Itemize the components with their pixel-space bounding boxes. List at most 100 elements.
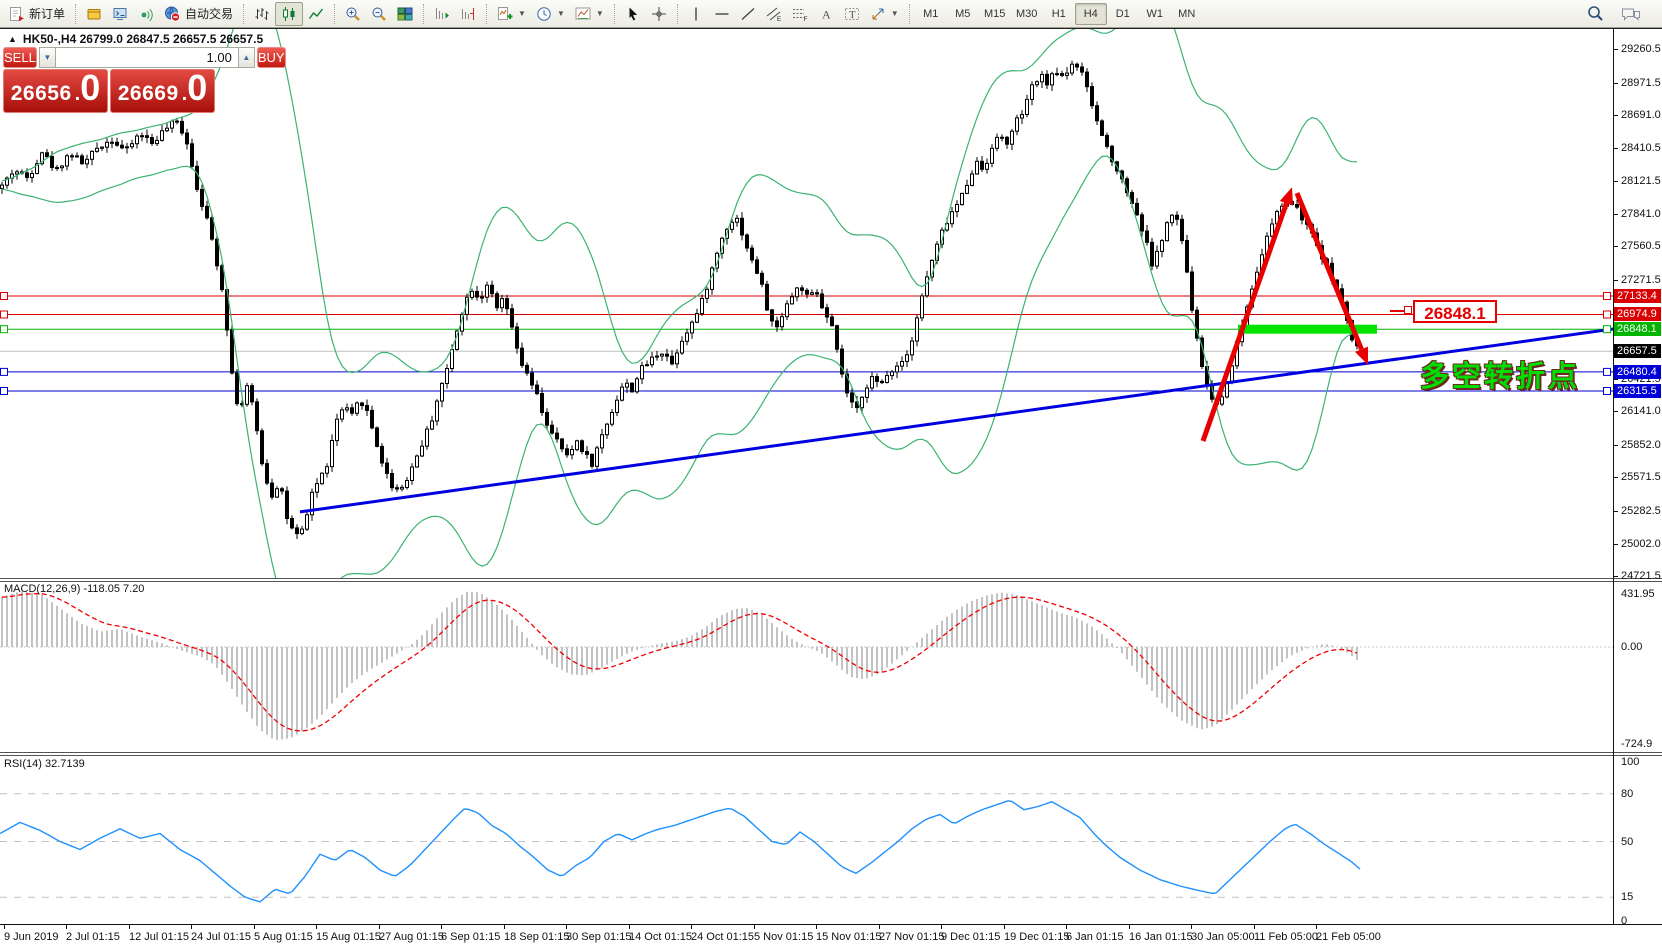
tile-windows-button[interactable] <box>392 3 418 25</box>
timeframe-button-h4[interactable]: H4 <box>1074 2 1107 25</box>
chart-window: 29260.5 28971.5 28691.0 28410.5 28121.5 27841… <box>0 28 1662 947</box>
rsi-axis-tick: 100 <box>1621 756 1640 768</box>
macd-panel[interactable] <box>0 582 1613 752</box>
timeframe-button-mn[interactable]: MN <box>1178 7 1196 20</box>
price-chart[interactable] <box>0 29 1613 578</box>
equidistant-channel-button[interactable]: E <box>761 3 787 25</box>
trendline-icon <box>741 7 755 20</box>
timeframe-button-d1[interactable]: D1 <box>1115 7 1130 20</box>
bar-chart-button[interactable] <box>249 3 275 25</box>
search-button[interactable] <box>1582 3 1608 25</box>
price-tick-label: 28410.5 <box>1621 142 1661 154</box>
auto-trading-button[interactable]: 自动交易 <box>159 3 238 25</box>
indicators-button[interactable]: ▼ <box>492 3 531 25</box>
trendline-button[interactable] <box>735 3 761 25</box>
zoom-out-button[interactable] <box>366 3 392 25</box>
auto-scroll-button[interactable] <box>429 3 455 25</box>
dropdown-caret: ▼ <box>595 9 604 18</box>
cursor-button[interactable] <box>620 3 646 25</box>
sell-price-button[interactable]: 26656. 0 <box>3 69 108 113</box>
signals-button[interactable] <box>133 3 159 25</box>
vertical-line-icon <box>695 7 697 20</box>
arrow-down-icon: ▼ <box>43 53 52 62</box>
new-order-label: 新订单 <box>29 7 66 21</box>
price-tick-mark <box>1613 214 1618 215</box>
chart-shift-icon <box>462 7 475 20</box>
turning-point-annotation[interactable]: 多空转折点 <box>1420 361 1581 393</box>
one-click-trade-panel: SELL ▼ ▲ BUY 26656.0 26669.0 <box>3 47 286 113</box>
time-tick-label: 14 Oct 01:15 <box>629 931 692 943</box>
templates-button[interactable]: ▼ <box>570 3 609 25</box>
price-tick-label: 27841.0 <box>1621 208 1661 220</box>
search-icon <box>1587 6 1603 21</box>
macd-axis-bottom: -724.9 <box>1621 738 1653 750</box>
volume-input[interactable] <box>55 47 238 68</box>
time-tick-label: 21 Feb 05:00 <box>1316 931 1381 943</box>
time-tick-mark <box>441 925 442 929</box>
fibonacci-button[interactable]: F <box>787 3 813 25</box>
time-tick-label: 6 Jan 01:15 <box>1066 931 1124 943</box>
volume-up-button[interactable]: ▲ <box>237 47 255 68</box>
chart-shift-button[interactable] <box>455 3 481 25</box>
panel-splitter[interactable] <box>0 578 1662 582</box>
text-label-button[interactable]: T <box>839 3 865 25</box>
tile-windows-icon <box>397 7 413 20</box>
rsi-axis-tick: 80 <box>1621 788 1634 800</box>
buy-button[interactable]: BUY <box>256 47 286 68</box>
volume-control: ▼ ▲ <box>38 47 255 68</box>
volume-down-button[interactable]: ▼ <box>38 47 56 68</box>
time-tick-label: 19 Dec 01:15 <box>1004 931 1070 943</box>
sell-price-pips: 0 <box>80 67 101 108</box>
text-label-icon: T <box>844 7 859 21</box>
time-tick-mark <box>1004 925 1005 929</box>
price-tick-label: 25282.5 <box>1621 505 1661 517</box>
periods-button[interactable]: ▼ <box>531 3 570 25</box>
sell-price-int: 26656 <box>10 82 72 105</box>
price-line-label: 26848.1 <box>1614 322 1661 336</box>
vertical-line-button[interactable] <box>683 3 709 25</box>
sell-button[interactable]: SELL <box>3 47 37 68</box>
time-tick-label: 5 Nov 01:15 <box>754 931 814 943</box>
horizontal-line-button[interactable] <box>709 3 735 25</box>
dropdown-caret: ▼ <box>890 9 899 18</box>
buy-price-pips: 0 <box>187 67 208 108</box>
timeframe-button-m15[interactable]: M15 <box>984 7 1006 20</box>
chat-button[interactable] <box>1618 3 1644 25</box>
time-tick-mark <box>941 925 942 929</box>
price-callout-box[interactable]: 26848.1 <box>1413 300 1497 323</box>
zoom-in-button[interactable] <box>340 3 366 25</box>
panel-splitter[interactable] <box>0 752 1662 756</box>
time-tick-label: 18 Sep 01:15 <box>504 931 570 943</box>
time-axis[interactable]: 9 Jun 2019 2 Jul 01:15 12 Jul 01:15 24 Jul … <box>0 924 1662 947</box>
time-tick-mark <box>1129 925 1130 929</box>
metaeditor-button[interactable] <box>107 3 133 25</box>
history-center-button[interactable] <box>81 3 107 25</box>
crosshair-button[interactable] <box>646 3 672 25</box>
price-box-anchor[interactable] <box>1404 306 1412 314</box>
time-tick-mark <box>1316 925 1317 929</box>
text-button[interactable]: A <box>813 3 839 25</box>
time-tick-mark <box>66 925 67 929</box>
timeframe-button-m30[interactable]: M30 <box>1016 7 1038 20</box>
buy-price-button[interactable]: 26669. 0 <box>110 69 215 113</box>
arrows-button[interactable]: ▼ <box>865 3 904 25</box>
toolbar-gripper <box>676 3 678 24</box>
horizontal-line-icon <box>715 12 729 15</box>
time-tick-mark <box>379 925 380 929</box>
candlestick-chart-button[interactable] <box>275 1 304 26</box>
price-tick-mark <box>1613 83 1618 84</box>
dropdown-caret: ▼ <box>518 9 526 18</box>
toolbar: 新订单 自动交易 <box>0 0 1662 28</box>
timeframe-button-m1[interactable]: M1 <box>923 7 939 20</box>
rsi-panel[interactable] <box>0 756 1613 924</box>
new-order-button[interactable]: 新订单 <box>4 3 70 25</box>
timeframe-button-h1[interactable]: H1 <box>1051 7 1066 20</box>
timeframe-button-w1[interactable]: W1 <box>1146 7 1163 20</box>
timeframe-button-m5[interactable]: M5 <box>955 7 971 20</box>
rsi-axis-tick: 0 <box>1621 915 1628 927</box>
time-tick-mark <box>504 925 505 929</box>
line-chart-button[interactable] <box>303 3 329 25</box>
time-tick-label: 27 Aug 01:15 <box>379 931 444 943</box>
collapse-arrow-icon[interactable]: ▲ <box>8 34 17 44</box>
